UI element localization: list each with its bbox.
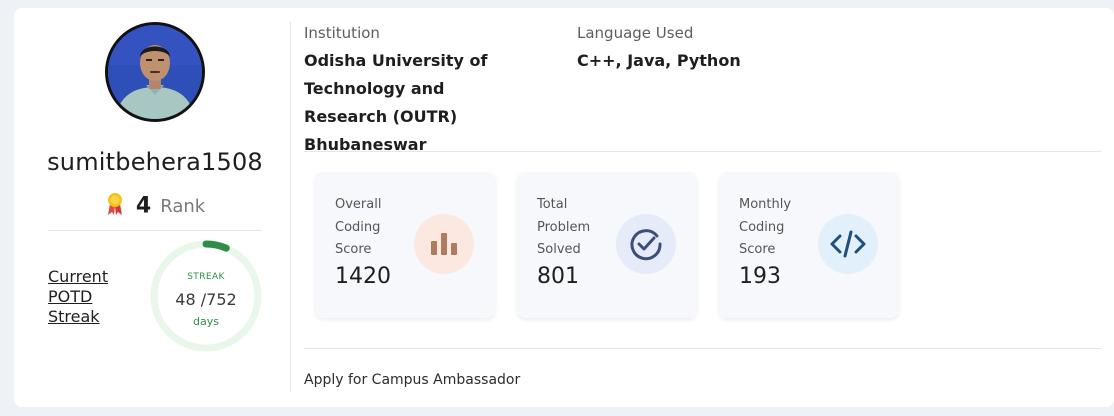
username: sumitbehera1508 xyxy=(47,148,263,176)
language-label: Language Used xyxy=(577,24,694,42)
rank: 4 Rank xyxy=(14,192,296,220)
bar-chart-icon xyxy=(414,214,474,274)
institution-label: Institution xyxy=(304,24,380,42)
streak-readout: STREAK 48 /752 days xyxy=(148,238,264,354)
medal-icon xyxy=(105,192,125,220)
rank-label: Rank xyxy=(160,195,206,217)
stat-value: 193 xyxy=(739,264,781,289)
divider xyxy=(304,348,1101,349)
streak-total: /752 xyxy=(200,290,237,309)
potd-streak-link[interactable]: Current POTD Streak xyxy=(48,267,109,326)
stat-value: 801 xyxy=(537,264,579,289)
stat-card-problems-solved: Total Problem Solved 801 xyxy=(517,172,697,318)
divider xyxy=(48,230,261,231)
campus-ambassador-link[interactable]: Apply for Campus Ambassador xyxy=(304,372,521,388)
profile-card: sumitbehera1508 4 Rank Current POTD Stre… xyxy=(14,8,1114,407)
streak-label: STREAK xyxy=(187,272,225,282)
stat-label: Monthly Coding Score xyxy=(739,197,792,257)
streak-count: 48 /752 xyxy=(148,290,264,309)
streak-current: 48 xyxy=(175,290,196,309)
vertical-divider xyxy=(290,22,291,392)
streak-days: days xyxy=(193,315,219,328)
stat-value: 1420 xyxy=(335,264,391,289)
avatar xyxy=(105,22,205,122)
streak-ring-progress xyxy=(150,240,262,352)
rank-value: 4 xyxy=(135,193,152,219)
divider xyxy=(304,151,1101,152)
streak-progress-ring xyxy=(150,240,262,352)
stat-label: Total Problem Solved xyxy=(537,197,591,257)
institution-value: Odisha University of Technology and Rese… xyxy=(304,51,488,154)
language-value: C++, Java, Python xyxy=(577,51,741,70)
code-icon xyxy=(818,214,878,274)
stat-card-monthly-score: Monthly Coding Score 193 xyxy=(719,172,899,318)
check-circle-icon xyxy=(616,214,676,274)
profile-photo xyxy=(108,25,202,119)
stat-card-coding-score: Overall Coding Score 1420 xyxy=(315,172,495,318)
stat-label: Overall Coding Score xyxy=(335,197,382,257)
